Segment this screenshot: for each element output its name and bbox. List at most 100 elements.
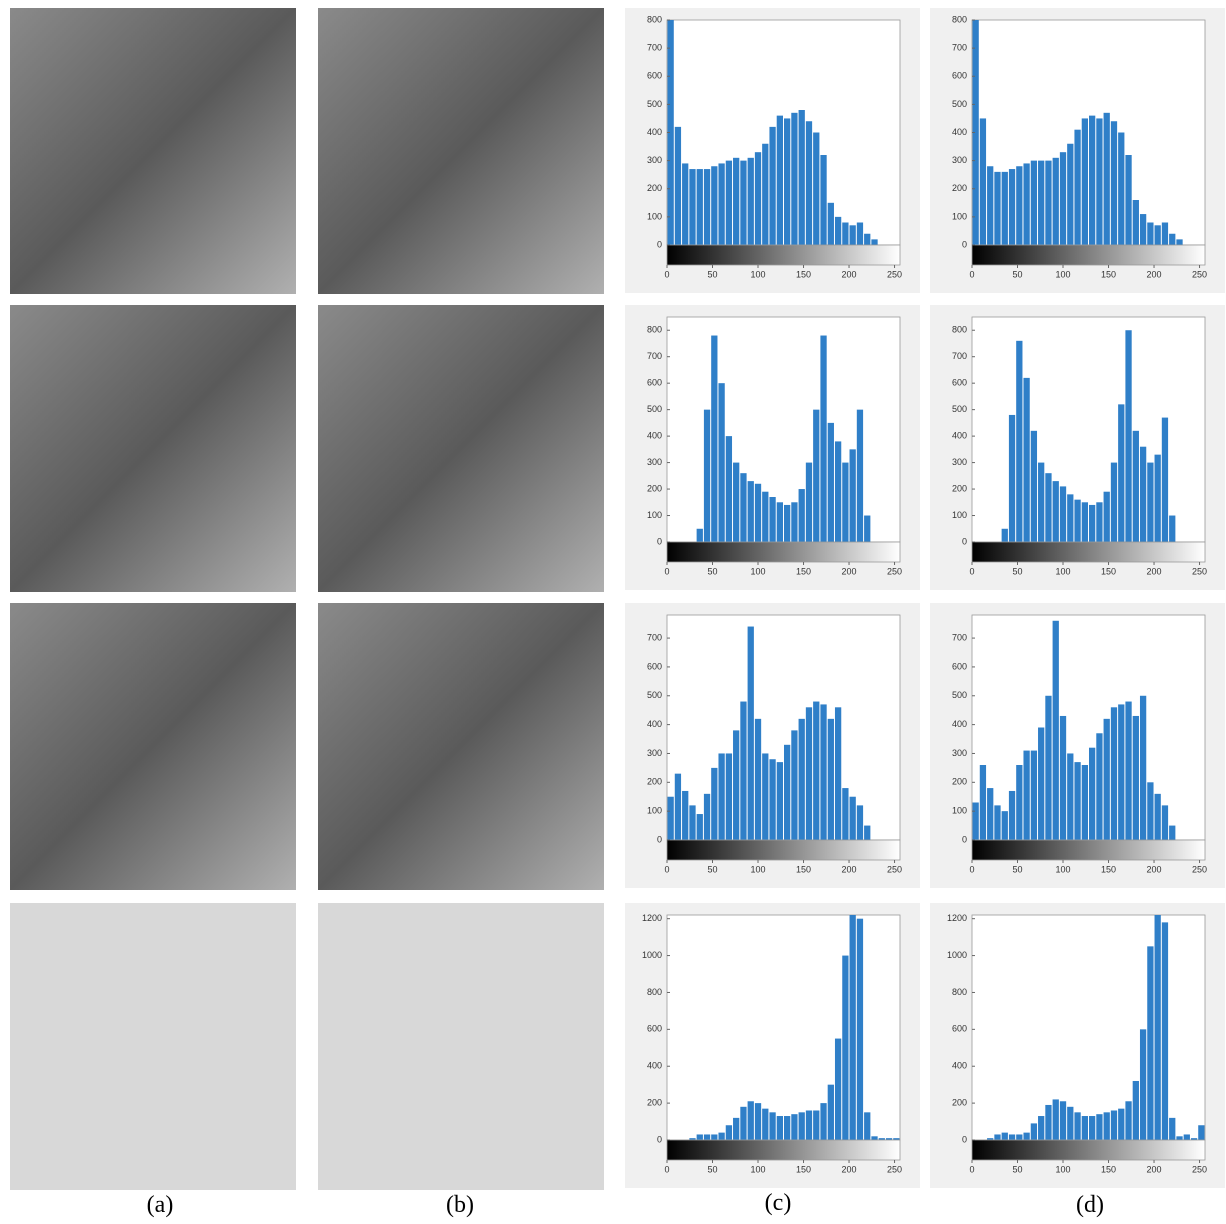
bar [1140,214,1146,245]
bar [1111,1110,1117,1140]
bar [1169,826,1175,840]
bar [711,166,717,245]
y-tick-label: 500 [952,690,967,700]
bar [1009,791,1015,840]
y-tick-label: 700 [952,351,967,361]
photo [318,305,604,592]
bar [1045,473,1051,542]
bar [1125,702,1131,840]
y-tick-label: 800 [647,325,662,335]
bar [850,225,856,245]
bar [1111,121,1117,245]
bar [1104,719,1110,840]
bar [1155,794,1161,840]
bar [748,481,754,542]
y-tick-label: 1000 [642,950,662,960]
x-tick-label: 150 [796,864,811,874]
bar [689,169,695,245]
plot-area [972,615,1205,840]
y-tick-label: 600 [647,71,662,81]
y-tick-label: 100 [952,211,967,221]
y-tick-label: 500 [952,99,967,109]
bar [704,1134,710,1140]
bar [850,915,856,1140]
bar [994,1134,1000,1140]
panel-label: (d) [1076,1192,1104,1218]
bar [1111,707,1117,840]
bar [842,463,848,542]
bar [1002,529,1008,542]
bar [711,336,717,542]
y-tick-label: 800 [952,14,967,24]
bar [769,127,775,245]
bar [784,1116,790,1140]
bar [791,1114,797,1140]
y-tick-label: 200 [647,183,662,193]
bar [1089,505,1095,542]
x-tick-label: 0 [969,269,974,279]
x-tick-label: 150 [796,1164,811,1174]
bar [1096,1114,1102,1140]
y-tick-label: 0 [657,239,662,249]
x-tick-label: 50 [1013,864,1023,874]
y-tick-label: 200 [952,183,967,193]
y-tick-label: 600 [647,661,662,671]
bar [1074,762,1080,840]
bar [777,1116,783,1140]
bar [857,223,863,246]
histogram: 0100200300400500600700800050100150200250 [625,305,920,590]
bar [733,730,739,840]
bar [1111,463,1117,542]
y-tick-label: 800 [952,325,967,335]
y-tick-label: 200 [647,483,662,493]
bar [1096,733,1102,840]
bar [871,1136,877,1140]
bar [1038,1116,1044,1140]
bar [1016,765,1022,840]
histogram: 020040060080010001200050100150200250 [930,903,1225,1188]
photo [10,603,296,890]
x-tick-label: 100 [751,1164,766,1174]
y-tick-label: 500 [647,690,662,700]
x-tick-label: 50 [708,269,718,279]
y-tick-label: 100 [952,806,967,816]
bar [1133,431,1139,542]
bar [973,803,979,841]
bar [1140,696,1146,840]
y-tick-label: 400 [647,127,662,137]
x-tick-label: 250 [1192,864,1207,874]
bar [987,788,993,840]
bar [682,791,688,840]
x-tick-label: 0 [664,269,669,279]
bar [1147,946,1153,1140]
bar [704,410,710,542]
bar [864,826,870,840]
bar [748,1101,754,1140]
plot-area [972,317,1205,542]
bar [1074,500,1080,542]
bar [668,797,674,840]
bar [980,765,986,840]
bar [733,1118,739,1140]
y-tick-label: 0 [962,834,967,844]
bar [1162,223,1168,246]
bar [711,768,717,840]
x-tick-label: 150 [796,566,811,576]
bar [850,797,856,840]
y-tick-label: 300 [952,155,967,165]
bar [791,113,797,245]
y-tick-label: 400 [647,430,662,440]
bar [1053,621,1059,840]
colorbar [972,542,1205,562]
bar [1155,455,1161,542]
bar [1038,463,1044,542]
bar [871,239,877,245]
bar [1198,1125,1204,1140]
y-tick-label: 1200 [947,913,967,923]
bar [1002,172,1008,245]
bar [762,492,768,542]
y-tick-label: 500 [647,99,662,109]
bar [1060,486,1066,542]
bar [835,1039,841,1140]
bar [1169,234,1175,245]
